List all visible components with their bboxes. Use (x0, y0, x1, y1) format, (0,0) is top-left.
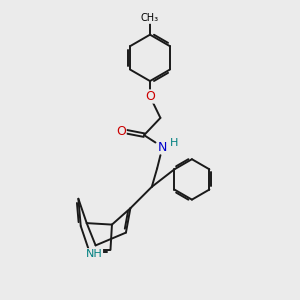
Text: NH: NH (86, 249, 103, 259)
Text: CH₃: CH₃ (141, 13, 159, 23)
Text: O: O (145, 90, 155, 103)
Text: H: H (169, 139, 178, 148)
Text: N: N (158, 140, 167, 154)
Text: O: O (116, 125, 126, 138)
